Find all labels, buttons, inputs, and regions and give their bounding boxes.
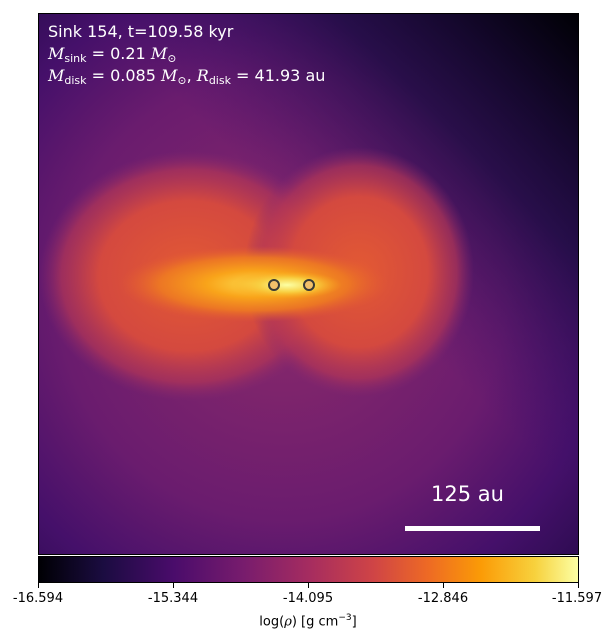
disk-properties-text: Mdisk = 0.085 M⊙, Rdisk = 41.93 au	[48, 66, 326, 87]
scale-bar	[405, 526, 540, 531]
colorbar-tick-label: -14.095	[282, 591, 334, 606]
colorbar-label: log(ρ) [g cm−3]	[259, 613, 357, 630]
colorbar-tick	[173, 583, 174, 588]
density-map: Sink 154, t=109.58 kyr Msink = 0.21 M⊙ M…	[38, 13, 579, 555]
sink-marker-1	[268, 279, 280, 291]
colorbar-tick-label: -15.344	[147, 591, 199, 606]
colorbar-tick	[443, 583, 444, 588]
colorbar-tick-label: -11.597	[551, 591, 603, 606]
sink-mass-text: Msink = 0.21 M⊙	[48, 44, 177, 65]
sink-title: Sink 154, t=109.58 kyr	[48, 22, 234, 41]
colorbar-tick-label: -12.846	[417, 591, 469, 606]
colorbar	[38, 556, 579, 583]
sink-marker-2	[303, 279, 315, 291]
scale-bar-label: 125 au	[431, 482, 504, 506]
colorbar-tick-label: -16.594	[12, 591, 64, 606]
colorbar-tick	[578, 583, 579, 588]
colorbar-tick	[308, 583, 309, 588]
colorbar-tick	[38, 583, 39, 588]
